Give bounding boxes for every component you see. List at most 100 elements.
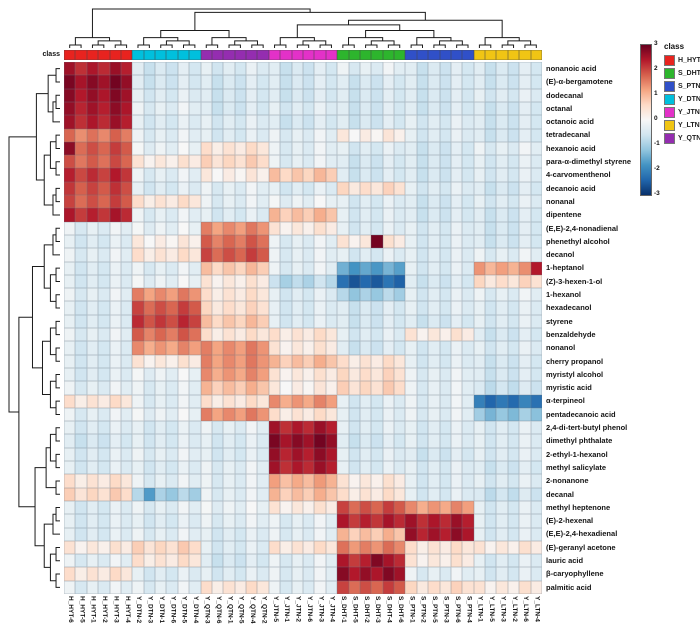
heatmap-cell	[314, 88, 326, 102]
heatmap-cell	[177, 407, 190, 422]
column-dendrogram	[69, 8, 537, 48]
heatmap-cell	[337, 314, 349, 328]
heatmap-cell	[75, 115, 87, 129]
heatmap-cell	[416, 474, 429, 488]
heatmap-cell	[371, 301, 383, 315]
heatmap-cell	[291, 461, 303, 475]
heatmap-cell	[394, 540, 406, 555]
row-dendrogram-branch	[43, 244, 53, 289]
heatmap-cell	[166, 447, 178, 461]
heatmap-cell	[189, 248, 201, 262]
heatmap-cell	[359, 274, 372, 289]
heatmap-cell	[86, 301, 99, 315]
heatmap-cell	[348, 155, 360, 169]
heatmap-cell	[496, 221, 508, 235]
heatmap-cell	[246, 181, 258, 195]
heatmap-cell	[64, 554, 76, 568]
heatmap-cell	[223, 487, 235, 501]
heatmap-cell	[439, 62, 451, 76]
class-legend-label: S_PTN	[678, 83, 700, 90]
heatmap-cell	[439, 168, 451, 182]
heatmap-cell	[132, 500, 144, 515]
heatmap-cell	[86, 168, 99, 182]
heatmap-cell	[450, 407, 463, 422]
heatmap-cell	[280, 554, 292, 568]
heatmap-cell	[166, 461, 178, 475]
heatmap-cell	[98, 221, 110, 235]
row-dendrogram-branch	[55, 573, 60, 588]
heatmap-cell	[223, 447, 235, 461]
heatmap-cell	[530, 434, 542, 448]
column-label: Y_JTN-2	[292, 596, 303, 629]
color-scale-tick-label: 2	[654, 65, 658, 72]
heatmap-cell	[462, 514, 474, 528]
heatmap-cell	[530, 421, 542, 435]
heatmap-cell	[189, 181, 201, 195]
row-label: (E)-2-hexenal	[546, 516, 594, 526]
heatmap-cell	[416, 208, 429, 222]
row-dendrogram-branch	[55, 94, 60, 110]
class-color-swatch	[664, 94, 675, 105]
heatmap-cell	[86, 195, 99, 209]
heatmap-cell	[485, 195, 497, 209]
heatmap-cell	[439, 447, 451, 461]
heatmap-cell	[189, 155, 201, 169]
heatmap-cell	[234, 328, 247, 342]
heatmap-cell	[382, 208, 395, 222]
row-dendrogram-branch	[49, 327, 57, 356]
heatmap-cell	[291, 381, 303, 395]
heatmap-cell	[382, 128, 395, 142]
row-label: decanoic acid	[546, 183, 596, 193]
heatmap-cell	[519, 487, 531, 501]
heatmap-cell	[507, 115, 520, 129]
heatmap-cell	[473, 181, 486, 195]
heatmap-cell	[86, 434, 99, 448]
heatmap-cell	[86, 75, 99, 89]
column-label: Y_LTN-3	[496, 596, 507, 629]
column-dendrogram-branch	[348, 37, 384, 46]
heatmap-cell	[155, 234, 167, 249]
heatmap-cell	[257, 434, 269, 448]
heatmap-cell	[155, 115, 167, 129]
heatmap-cell	[234, 288, 247, 302]
heatmap-cell	[268, 314, 281, 328]
heatmap-cell	[303, 381, 315, 395]
heatmap-cell	[462, 407, 474, 422]
heatmap-cell	[450, 447, 463, 461]
heatmap-cell	[132, 234, 144, 249]
column-dendrogram-branch	[365, 29, 435, 38]
heatmap-cell	[450, 115, 463, 129]
heatmap-cell	[155, 101, 167, 116]
heatmap-cell	[268, 527, 281, 541]
heatmap-cell	[405, 208, 417, 222]
heatmap-cell	[257, 394, 269, 408]
heatmap-cell	[507, 367, 520, 382]
heatmap-cell	[359, 314, 372, 328]
heatmap-cell	[325, 567, 338, 581]
heatmap-cell	[109, 354, 121, 368]
heatmap-cell	[268, 540, 281, 555]
heatmap-cell	[473, 101, 486, 116]
heatmap-cell	[348, 181, 360, 195]
heatmap-cell	[143, 101, 156, 116]
heatmap-cell	[416, 234, 429, 249]
heatmap-cell	[371, 208, 383, 222]
heatmap-cell	[177, 88, 190, 102]
heatmap-cell	[371, 447, 383, 461]
heatmap-cell	[177, 580, 190, 594]
class-annotation-cell	[428, 50, 440, 60]
column-label: Y_LTN-5	[485, 596, 496, 629]
heatmap-cell	[359, 261, 372, 275]
column-dendrogram-branch	[524, 44, 537, 48]
heatmap-cell	[280, 115, 292, 129]
heatmap-cell	[120, 168, 133, 182]
heatmap-cell	[257, 421, 269, 435]
heatmap-cell	[143, 195, 156, 209]
heatmap-cell	[257, 248, 269, 262]
column-label-text: S_DHT-1	[340, 596, 348, 623]
heatmap-cell	[280, 181, 292, 195]
heatmap-cell	[359, 62, 372, 76]
heatmap-cell	[86, 421, 99, 435]
heatmap-cell	[189, 101, 201, 116]
heatmap-cell	[143, 540, 156, 555]
